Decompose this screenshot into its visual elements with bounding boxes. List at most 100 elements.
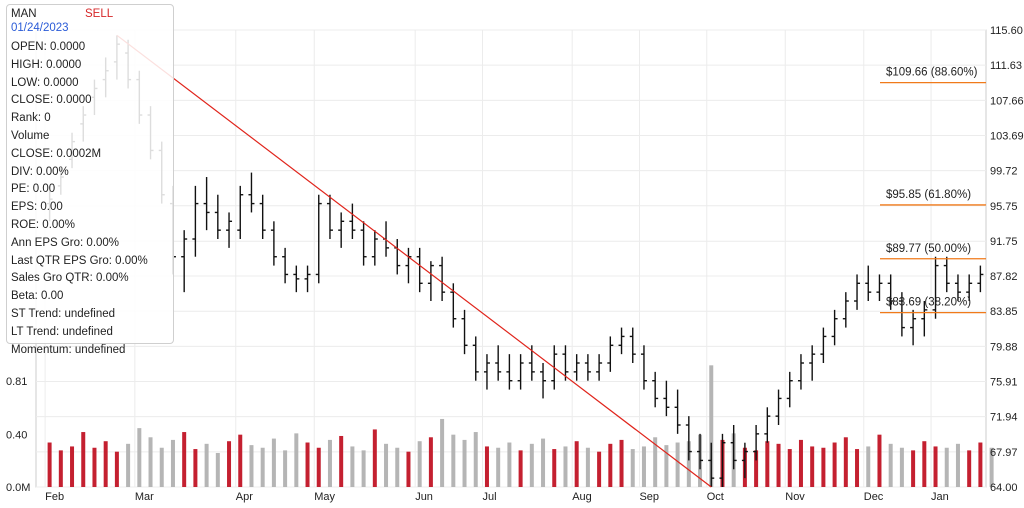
price-bar <box>461 309 468 355</box>
volume-bar <box>922 441 927 487</box>
volume-bar <box>305 442 310 487</box>
month-tick-label: Feb <box>45 491 64 503</box>
volume-bar <box>675 442 680 487</box>
price-bar <box>248 172 255 213</box>
volume-bar <box>933 446 938 487</box>
volume-bar <box>103 441 108 487</box>
volume-bar <box>417 441 422 487</box>
volume-bar <box>114 451 119 487</box>
plot-frame <box>35 29 987 488</box>
volume-bar <box>428 437 433 487</box>
volume-bar <box>552 449 557 487</box>
price-bar <box>349 203 356 240</box>
price-bar <box>483 354 490 390</box>
volume-bar <box>832 442 837 487</box>
price-tick-label: 71.94 <box>990 412 1018 424</box>
volume-bar <box>384 443 389 487</box>
price-bar <box>797 354 804 390</box>
volume-bar <box>855 449 860 487</box>
price-bar <box>753 425 760 461</box>
price-tick-label: 99.72 <box>990 166 1018 178</box>
price-bar <box>943 256 950 293</box>
price-bar <box>719 433 726 487</box>
price-tick-label: 83.85 <box>990 306 1018 318</box>
volume-bar <box>92 447 97 487</box>
price-bar <box>405 247 412 284</box>
volume-bar <box>810 446 815 487</box>
info-row: LOW: 0.0000 <box>11 76 79 89</box>
volume-bar <box>686 441 691 487</box>
volume-bar <box>899 447 904 487</box>
volume-bar <box>754 450 759 487</box>
volume-bar <box>574 441 579 487</box>
price-tick-label: 103.69 <box>990 130 1024 142</box>
info-row: Last QTR EPS Gro: 0.00% <box>11 254 148 267</box>
price-bar <box>887 274 894 310</box>
price-bar <box>416 247 423 293</box>
time-axis: Feb Mar Apr May Jun Jul Aug Sep Oct Nov Dec Jan <box>45 491 949 503</box>
price-bar <box>584 354 591 381</box>
volume-bar <box>597 451 602 487</box>
volume-bar <box>978 442 983 487</box>
price-bar <box>270 221 277 266</box>
price-tick-label: 91.75 <box>990 236 1018 248</box>
volume-bar <box>148 437 153 487</box>
info-row: Volume <box>11 129 50 142</box>
price-bar <box>809 345 816 381</box>
ticker-symbol: MAN <box>11 8 37 20</box>
grid-lines <box>35 29 987 488</box>
price-tick-label: 79.88 <box>990 341 1018 353</box>
month-tick-label: Jan <box>931 491 949 503</box>
price-bar <box>898 292 905 337</box>
volume-bar <box>496 447 501 487</box>
volume-bar <box>193 449 198 487</box>
volume-bar <box>529 443 534 487</box>
volume-bar <box>159 447 164 487</box>
month-tick-label: Oct <box>707 491 724 503</box>
price-bar <box>786 371 793 408</box>
price-axis: 115.60 111.63 107.66 103.69 99.72 95.75 91.75 8… <box>990 25 1024 494</box>
volume-bar <box>294 433 299 487</box>
price-bar <box>315 194 322 284</box>
price-bar <box>652 371 659 408</box>
volume-bar <box>955 443 960 487</box>
volume-bar <box>271 438 276 487</box>
fib-level-label: $109.66 (88.60%) <box>886 67 978 79</box>
volume-bar <box>664 445 669 487</box>
volume-bar <box>238 434 243 487</box>
price-bar <box>338 212 345 248</box>
month-tick-label: Dec <box>864 491 884 503</box>
price-tick-label: 107.66 <box>990 95 1024 107</box>
price-bar <box>226 212 233 248</box>
volume-bar <box>888 443 893 487</box>
price-bar <box>674 389 681 434</box>
price-bar <box>640 345 647 390</box>
volume-bar <box>440 418 445 487</box>
volume-bar <box>47 442 52 487</box>
volume-bar <box>944 447 949 487</box>
volume-bar <box>787 449 792 487</box>
price-bar <box>517 354 524 390</box>
info-row: OPEN: 0.0000 <box>11 41 86 53</box>
volume-bar <box>911 450 916 487</box>
price-bar <box>371 230 378 266</box>
volume-bar <box>563 446 568 487</box>
price-bar <box>708 442 715 487</box>
volume-bar <box>58 450 63 487</box>
chart-date: 01/24/2023 <box>11 22 69 34</box>
price-bar <box>573 354 580 381</box>
fibonacci-levels: $109.66 (88.60%) $95.85 (61.80%) $89.77 (5… <box>880 67 986 314</box>
info-row: CLOSE: 0.0000 <box>11 94 92 107</box>
volume-tick-label: 0.0M <box>6 482 30 494</box>
fib-level-label: $89.77 (50.00%) <box>886 243 971 255</box>
volume-bar <box>776 443 781 487</box>
price-bar <box>697 433 704 470</box>
price-bar <box>203 177 210 231</box>
price-bar <box>629 327 636 364</box>
price-bar <box>383 221 390 257</box>
price-bar <box>764 407 771 443</box>
volume-bar <box>821 447 826 487</box>
price-tick-label: 67.97 <box>990 447 1018 459</box>
price-bar <box>730 425 737 470</box>
volume-bar <box>361 450 366 487</box>
